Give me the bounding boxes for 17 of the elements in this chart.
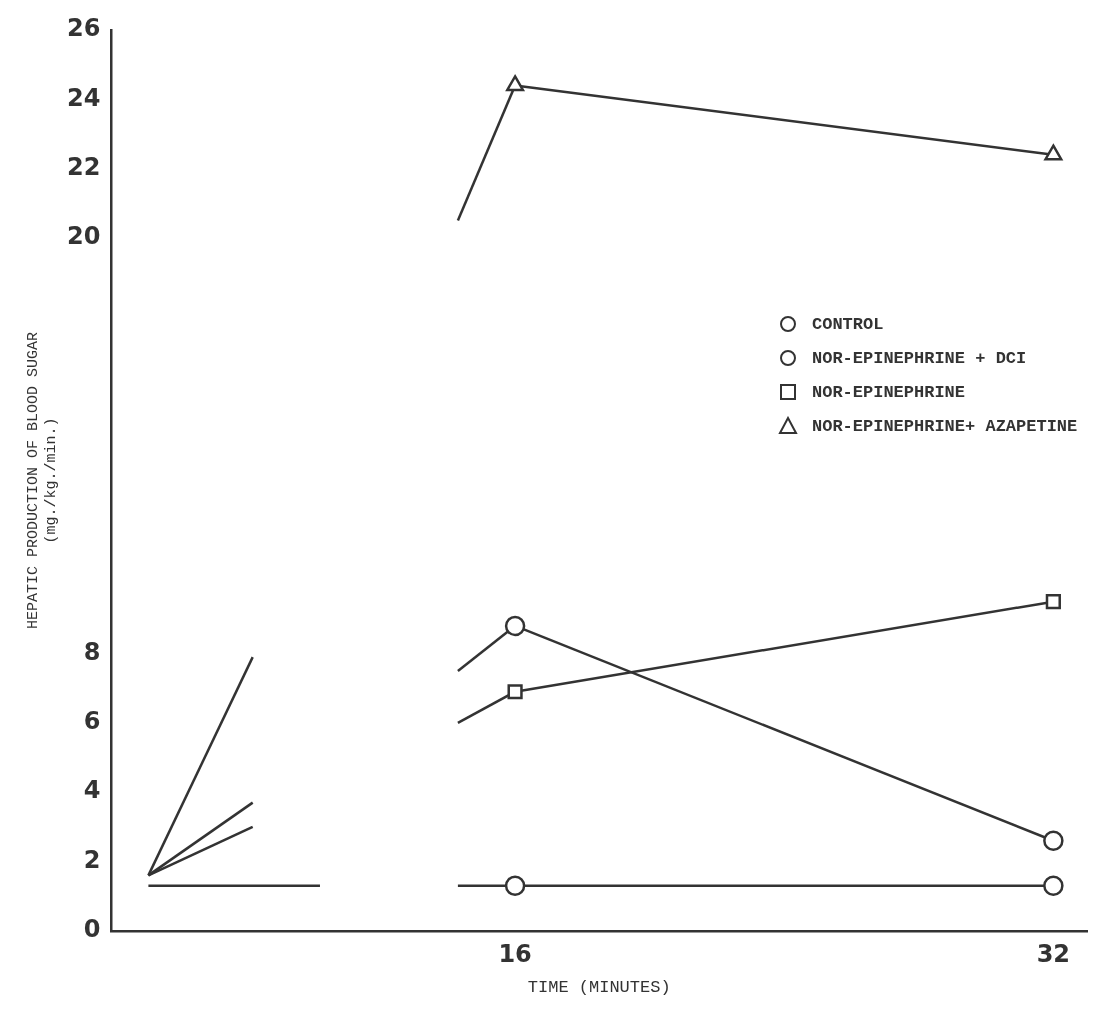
x-axis-title: TIME (MINUTES) [527,978,671,998]
legend-label: NOR-EPINEPHRINE [812,382,966,402]
y-tick-label: 24 [66,83,101,112]
y-tick-label: 20 [66,222,101,251]
y-tick-label: 4 [83,776,101,805]
y-tick-label: 6 [83,707,101,736]
legend-label: NOR-EPINEPHRINE+ AZAPETINE [812,416,1078,436]
x-tick-label: 16 [498,940,532,969]
x-tick-label: 32 [1036,940,1071,969]
y-tick-label: 2 [83,845,101,874]
legend-label: NOR-EPINEPHRINE + DCI [812,348,1027,368]
y-tick-label: 0 [83,915,101,944]
y-tick-label: 26 [66,14,101,43]
y-axis-title: HEPATIC PRODUCTION OF BLOOD SUGAR (mg./kg./min.) [24,331,60,629]
y-tick-label: 22 [66,152,101,181]
y-tick-label: 8 [83,637,101,666]
legend-label: CONTROL [812,314,884,334]
